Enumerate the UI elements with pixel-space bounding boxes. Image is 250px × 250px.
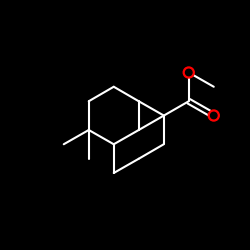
Circle shape	[210, 112, 217, 119]
Circle shape	[208, 110, 219, 121]
Circle shape	[186, 69, 192, 76]
Circle shape	[183, 67, 194, 78]
